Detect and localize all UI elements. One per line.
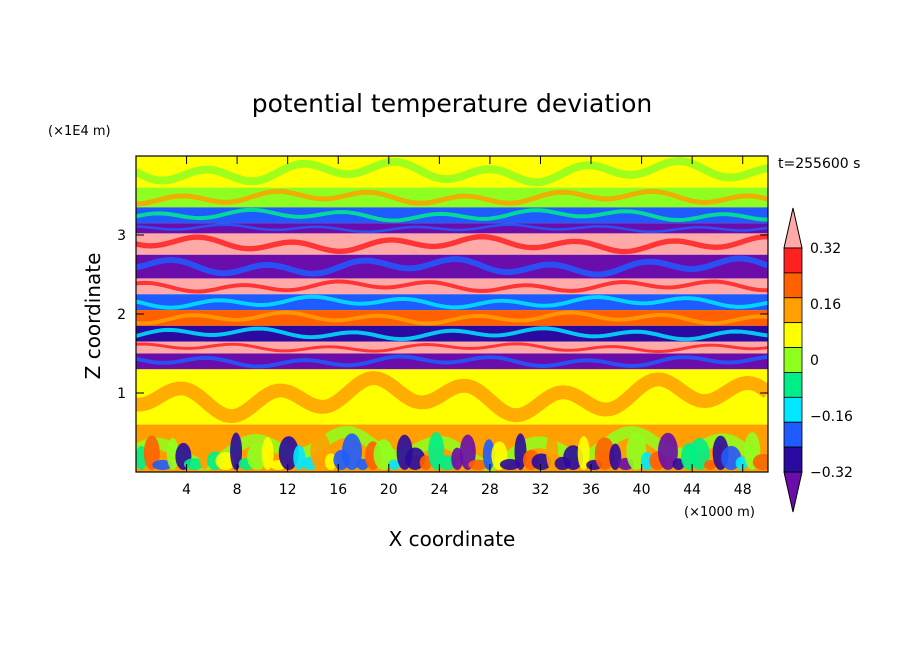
contour-band: [136, 278, 768, 295]
contour-band: [136, 325, 768, 342]
contour-band: [136, 353, 768, 370]
colorbar-segment: [783, 297, 803, 324]
x-tick-label: 12: [279, 482, 297, 498]
colorbar: 0.32 0.16 0 −0.16 −0.32: [783, 207, 853, 513]
colorbar-segment: [783, 396, 803, 423]
colorbar-segment: [783, 272, 803, 299]
x-tick-label: 44: [683, 482, 701, 498]
x-tick-label: 4: [182, 482, 191, 498]
x-tick-label: 20: [380, 482, 398, 498]
y-tick-label: 2: [117, 307, 126, 323]
colorbar-bottom-arrow: [783, 471, 803, 513]
x-axis: 4 8 12 16 20 24 28 32 36 40 44 48: [182, 156, 752, 498]
x-tick-label: 40: [633, 482, 651, 498]
colorbar-segment: [783, 421, 803, 448]
x-tick-label: 24: [430, 482, 448, 498]
chart-title: potential temperature deviation: [252, 89, 652, 118]
contour-band: [136, 369, 768, 425]
colorbar-segment: [783, 347, 803, 373]
colorbar-segment: [783, 247, 803, 274]
time-label: t=255600 s: [778, 156, 860, 172]
colorbar-label: 0.32: [810, 241, 841, 257]
colorbar-label: −0.16: [810, 409, 853, 425]
boundary-layer-cells: [136, 432, 768, 471]
colorbar-segment: [783, 372, 803, 398]
contour-band: [136, 294, 768, 311]
colorbar-label: −0.32: [810, 465, 853, 481]
contour-band: [136, 156, 768, 188]
x-axis-label: X coordinate: [389, 527, 516, 551]
plot-area: [136, 156, 768, 472]
colorbar-label: 0.16: [810, 297, 841, 313]
x-tick-label: 32: [532, 482, 550, 498]
y-unit-label: (×1E4 m): [48, 124, 111, 139]
contour-band: [136, 233, 768, 255]
x-tick-label: 8: [233, 482, 242, 498]
contour-band: [136, 310, 768, 326]
x-tick-label: 36: [582, 482, 600, 498]
contour-band: [136, 341, 768, 354]
contour-band: [136, 254, 768, 279]
y-tick-label: 1: [117, 386, 126, 402]
y-axis: 1 2 3: [117, 228, 768, 402]
colorbar-segment: [783, 322, 803, 348]
x-tick-label: 16: [329, 482, 347, 498]
y-tick-label: 3: [117, 228, 126, 244]
colorbar-segment: [783, 446, 803, 473]
colorbar-top-arrow: [783, 207, 803, 249]
contour-band: [136, 223, 768, 234]
contour-band: [136, 187, 768, 208]
y-axis-label: Z coordinate: [81, 253, 105, 380]
x-unit-label: (×1000 m): [684, 505, 755, 520]
colorbar-label: 0: [810, 353, 819, 369]
x-tick-label: 28: [481, 482, 499, 498]
contour-band: [136, 207, 768, 224]
x-tick-label: 48: [734, 482, 752, 498]
